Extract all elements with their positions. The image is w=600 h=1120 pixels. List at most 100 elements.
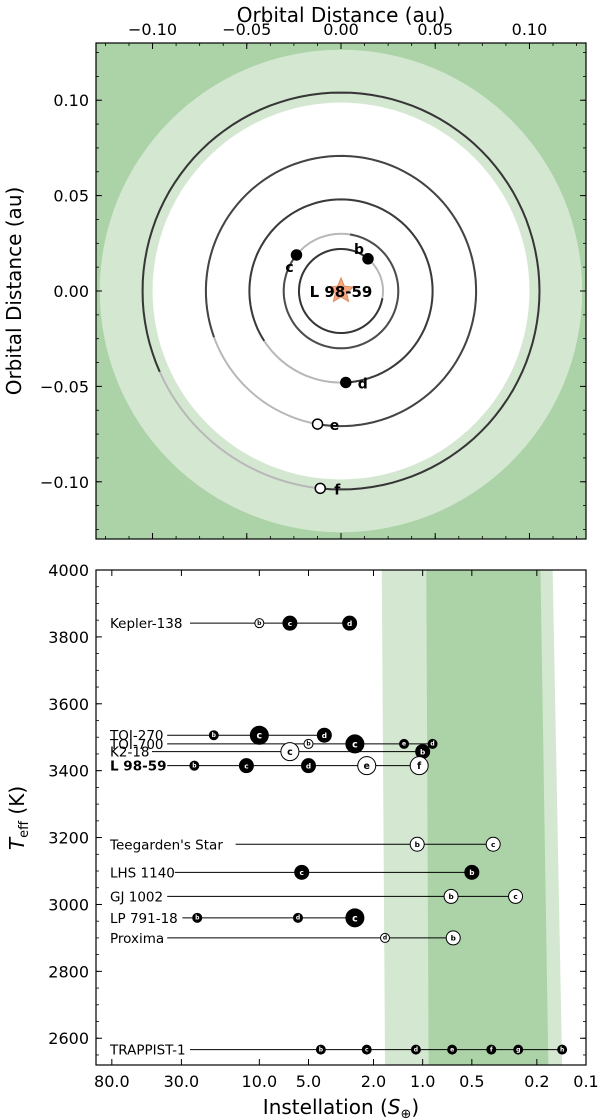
- planet-marker-c: [294, 864, 310, 880]
- planet-marker-b: [303, 738, 314, 749]
- planet-marker-label: d: [306, 761, 311, 770]
- planet-marker-d: [342, 615, 358, 631]
- planet-marker-c: [280, 742, 300, 762]
- planet-marker-label: b: [306, 741, 311, 748]
- planet-d: [340, 376, 352, 389]
- bottom-xlabel: Instellation (S⊕): [263, 1095, 419, 1120]
- planet-marker-label: c: [288, 619, 292, 628]
- planet-marker-label: e: [402, 741, 406, 748]
- planet-marker-label: b: [415, 840, 420, 849]
- planet-f: [314, 482, 327, 495]
- bottom-xlabel-text: Instellation (: [263, 1095, 388, 1119]
- bot-ytick-label: 3600: [48, 695, 89, 714]
- planet-marker-label: f: [417, 761, 422, 772]
- bot-ytick-label: 2600: [48, 1029, 89, 1048]
- planet-label-d: d: [358, 376, 368, 392]
- planet-marker-label: b: [448, 892, 453, 901]
- planet-marker-label: b: [319, 1046, 324, 1053]
- instellation-panel-frame: [95, 569, 587, 1066]
- bottom-xlabel-s: S: [388, 1095, 401, 1119]
- bot-ytick-label: 3800: [48, 628, 89, 647]
- planet-marker-label: d: [296, 915, 300, 922]
- planet-marker-label: b: [257, 620, 262, 627]
- bot-ytick-label: 2800: [48, 962, 89, 981]
- system-label: LP 791-18: [110, 911, 178, 927]
- bottom-ylabel: Teff (K): [5, 786, 32, 850]
- planet-marker-label: c: [365, 1046, 369, 1053]
- orbit-arc-d: [248, 198, 434, 384]
- top-xtick-label: 0.00: [323, 20, 359, 39]
- bot-ytick-label: 3400: [48, 762, 89, 781]
- planet-marker-g: [513, 1044, 524, 1055]
- planet-marker-label: c: [257, 731, 263, 742]
- planet-marker-f: [486, 1044, 497, 1055]
- planet-label-b: b: [354, 242, 364, 258]
- bot-xtick-label: 0.1: [573, 1072, 598, 1091]
- planet-marker-b: [409, 836, 425, 852]
- planet-marker-label: f: [490, 1046, 493, 1053]
- bottom-xlabel-close: ): [411, 1095, 419, 1119]
- planet-b: [362, 253, 374, 265]
- planet-marker-label: e: [364, 761, 370, 772]
- bot-xtick-label: 80.0: [94, 1072, 130, 1091]
- planet-marker-d: [316, 727, 332, 743]
- planet-marker-e: [399, 738, 410, 749]
- planet-marker-label: b: [469, 868, 474, 877]
- planet-marker-label: h: [560, 1046, 564, 1053]
- planet-e: [311, 418, 324, 430]
- bot-xtick-label: 10.0: [242, 1072, 278, 1091]
- bot-xtick-label: 5.0: [296, 1072, 321, 1091]
- bot-xtick-label: 2.0: [361, 1072, 386, 1091]
- planet-marker-b: [315, 1044, 326, 1055]
- system-label: TOI-270: [109, 728, 164, 744]
- planet-marker-b: [254, 618, 265, 629]
- planet-marker-label: g: [516, 1046, 520, 1053]
- top-xtick-label: −0.05: [222, 20, 271, 39]
- system-label: L 98-59: [110, 759, 166, 775]
- bottom-ylabel-t: T: [5, 836, 29, 850]
- top-ytick-label: −0.10: [40, 473, 89, 492]
- hz-conservative-band: [426, 570, 549, 1065]
- planet-marker-label: c: [513, 892, 517, 901]
- planet-marker-label: c: [352, 739, 358, 750]
- orbit-arc-e: [204, 154, 478, 428]
- orbit-arc-f: [141, 91, 541, 491]
- system-label: Proxima: [110, 931, 164, 947]
- top-ytick-label: 0.10: [53, 91, 89, 110]
- top-xlabel: Orbital Distance (au): [237, 3, 446, 27]
- planet-marker-c: [345, 908, 365, 928]
- bot-xtick-label: 0.5: [459, 1072, 484, 1091]
- planet-marker-label: d: [414, 1046, 418, 1053]
- planet-marker-label: d: [430, 741, 434, 748]
- bottom-ylabel-sub: eff: [17, 820, 32, 838]
- planet-marker-e: [447, 1044, 458, 1055]
- top-ytick-label: −0.05: [40, 377, 89, 396]
- planet-c: [290, 249, 303, 261]
- planet-marker-d: [410, 1044, 421, 1055]
- planet-marker-c: [345, 734, 365, 754]
- planet-marker-label: b: [195, 915, 200, 922]
- planet-marker-b: [443, 888, 459, 904]
- planet-marker-e: [357, 756, 377, 776]
- bot-xtick-label: 0.2: [524, 1072, 549, 1091]
- planet-marker-c: [249, 725, 269, 745]
- planet-marker-label: b: [420, 747, 425, 756]
- planet-marker-label: b: [212, 732, 217, 739]
- planet-marker-label: c: [352, 913, 358, 924]
- planet-label-c: c: [285, 260, 293, 276]
- planet-marker-c: [485, 836, 501, 852]
- top-ylabel: Orbital Distance (au): [2, 187, 26, 396]
- planet-marker-d: [292, 912, 303, 923]
- planet-marker-label: b: [192, 762, 197, 769]
- planet-marker-b: [445, 930, 461, 946]
- planet-marker-d: [380, 932, 391, 943]
- system-label: LHS 1140: [110, 865, 175, 881]
- planet-marker-c: [282, 615, 298, 631]
- bot-ytick-label: 3200: [48, 829, 89, 848]
- planet-marker-b: [189, 760, 200, 771]
- planet-label-f: f: [334, 482, 341, 498]
- star-marker: [327, 276, 355, 303]
- planet-marker-label: c: [491, 840, 495, 849]
- planet-marker-b: [192, 912, 203, 923]
